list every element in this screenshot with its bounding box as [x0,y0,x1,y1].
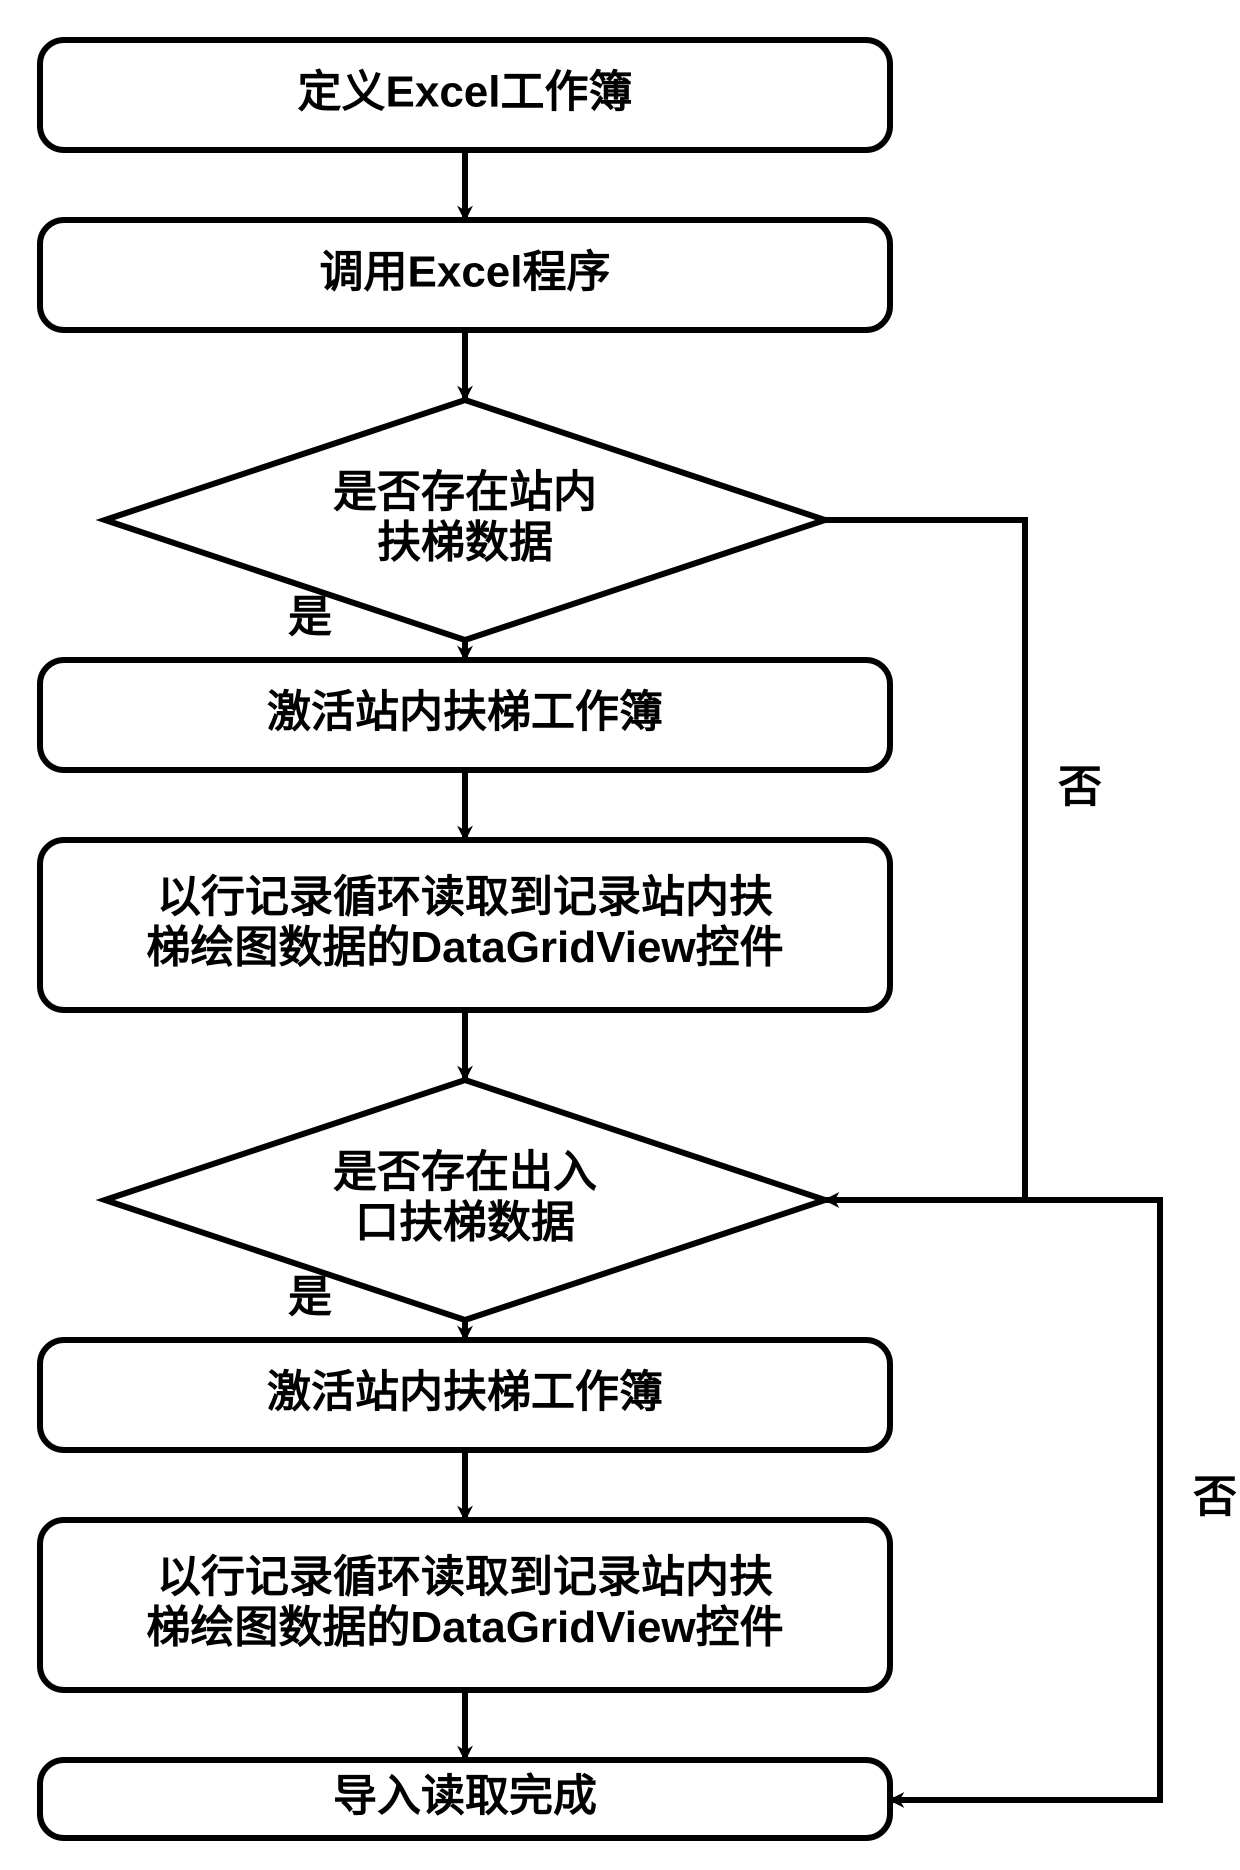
node-text: 梯绘图数据的DataGridView控件 [146,1603,783,1652]
flow-node-n2: 调用Excel程序 [40,220,890,330]
node-text: 是否存在站内 [333,467,597,516]
node-text: 激活站内扶梯工作簿 [267,1368,663,1417]
flow-node-n6: 以行记录循环读取到记录站内扶梯绘图数据的DataGridView控件 [40,1520,890,1690]
flow-node-d2: 是否存在出入口扶梯数据 [105,1080,825,1320]
node-text: 以行记录循环读取到记录站内扶 [157,1552,773,1601]
node-text: 口扶梯数据 [355,1198,575,1247]
edge-label: 是 [288,593,332,642]
edge-label: 否 [1193,1473,1237,1522]
node-text: 梯绘图数据的DataGridView控件 [146,923,783,972]
edge-label: 是 [288,1273,332,1322]
flow-node-n4: 以行记录循环读取到记录站内扶梯绘图数据的DataGridView控件 [40,840,890,1010]
node-text: 激活站内扶梯工作簿 [267,688,663,737]
edge-label: 否 [1058,763,1102,812]
flow-edge [825,1200,1160,1800]
node-text: 扶梯数据 [377,518,553,567]
flow-node-n1: 定义Excel工作簿 [40,40,890,150]
node-text: 是否存在出入 [333,1147,597,1196]
node-text: 定义Excel工作簿 [298,68,633,117]
flow-node-n5: 激活站内扶梯工作簿 [40,1340,890,1450]
flowchart-svg: 是是否否定义Excel工作簿调用Excel程序是否存在站内扶梯数据激活站内扶梯工… [20,20,1240,1850]
flow-node-n7: 导入读取完成 [40,1760,890,1838]
flow-node-n3: 激活站内扶梯工作簿 [40,660,890,770]
flow-node-d1: 是否存在站内扶梯数据 [105,400,825,640]
node-text: 以行记录循环读取到记录站内扶 [157,872,773,921]
node-text: 调用Excel程序 [320,248,611,297]
node-text: 导入读取完成 [333,1772,597,1821]
